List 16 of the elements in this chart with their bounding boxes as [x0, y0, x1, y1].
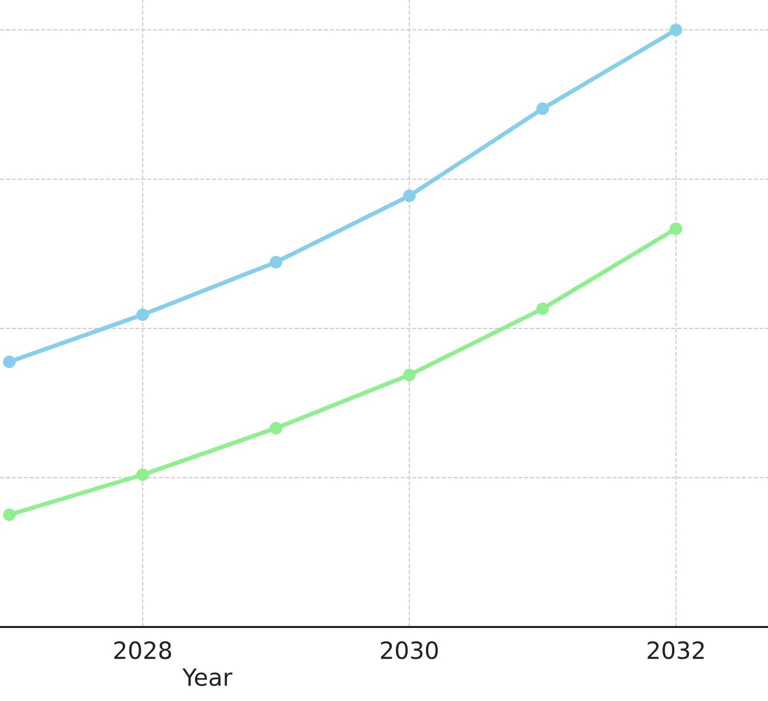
point — [136, 468, 149, 481]
point — [3, 356, 16, 368]
point — [670, 222, 682, 235]
point — [270, 256, 282, 268]
point — [403, 368, 416, 382]
point — [136, 308, 149, 321]
point — [270, 422, 282, 434]
x-tick-label: 2032 — [648, 641, 704, 660]
point — [536, 102, 549, 115]
point — [3, 508, 16, 521]
x-tick-label: 2028 — [114, 641, 172, 660]
x-axis-title: Year — [182, 668, 232, 686]
point — [670, 24, 682, 36]
point — [536, 302, 549, 315]
x-tick-label: 2030 — [381, 641, 438, 660]
point — [403, 190, 416, 202]
